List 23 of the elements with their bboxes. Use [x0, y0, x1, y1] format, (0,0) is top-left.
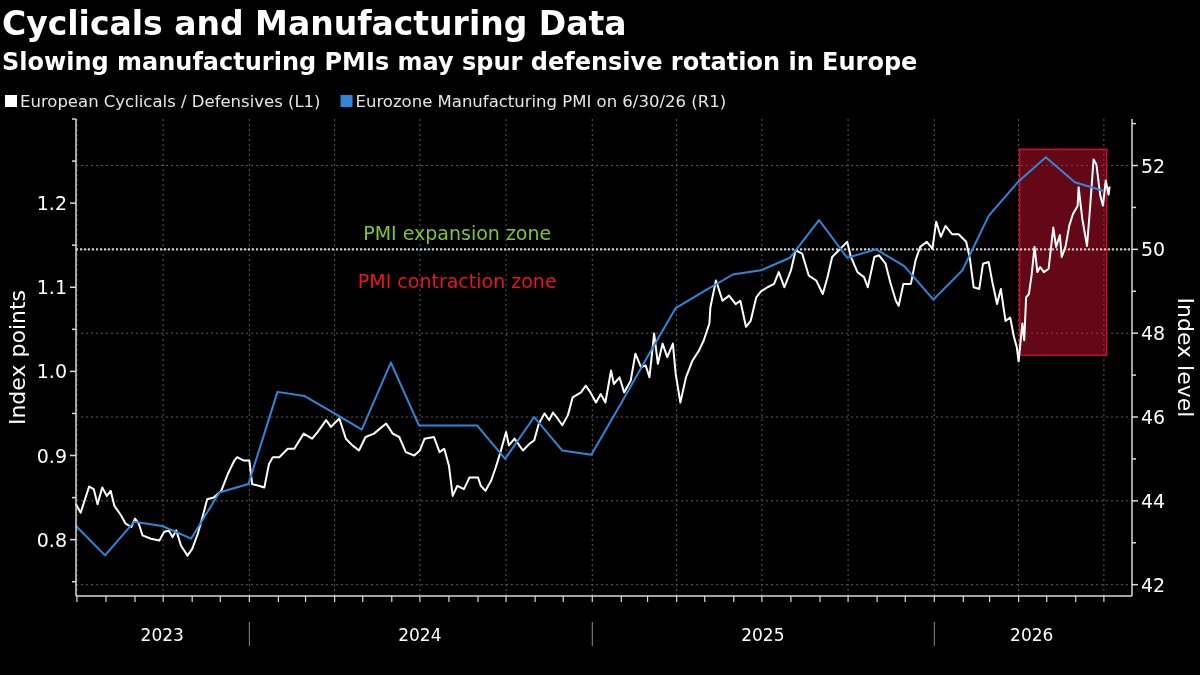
y-tick-label: 1.0	[36, 360, 67, 383]
x-tick-label: 2023	[140, 625, 184, 645]
x-tick-label: 2025	[741, 625, 785, 645]
y2-tick-label: 52	[1141, 154, 1166, 177]
y2-axis-title: Index level	[1173, 297, 1199, 418]
y-tick-label: 0.8	[36, 528, 67, 551]
y2-tick-label: 50	[1141, 238, 1166, 261]
y2-tick-label: 46	[1141, 406, 1166, 429]
x-tick-label: 2026	[1010, 625, 1054, 645]
y2-tick-label: 42	[1141, 573, 1166, 596]
annotation: PMI contraction zone	[357, 270, 557, 293]
y2-tick-label: 44	[1141, 489, 1166, 512]
chart-title: Cyclicals and Manufacturing Data	[2, 4, 627, 43]
annotation: PMI expansion zone	[363, 222, 552, 245]
y-tick-label: 1.1	[36, 276, 67, 299]
y-axis-title: Index points	[4, 289, 30, 426]
y2-tick-label: 48	[1141, 322, 1166, 345]
y-tick-label: 1.2	[36, 192, 67, 215]
x-tick-label: 2024	[398, 625, 442, 645]
legend-label: Eurozone Manufacturing PMI on 6/30/26 (R1)	[355, 91, 727, 111]
legend-label: European Cyclicals / Defensives (L1)	[20, 91, 321, 111]
chart-subtitle: Slowing manufacturing PMIs may spur defensive rotation in Europe	[2, 48, 918, 76]
y-tick-label: 0.9	[36, 444, 67, 467]
